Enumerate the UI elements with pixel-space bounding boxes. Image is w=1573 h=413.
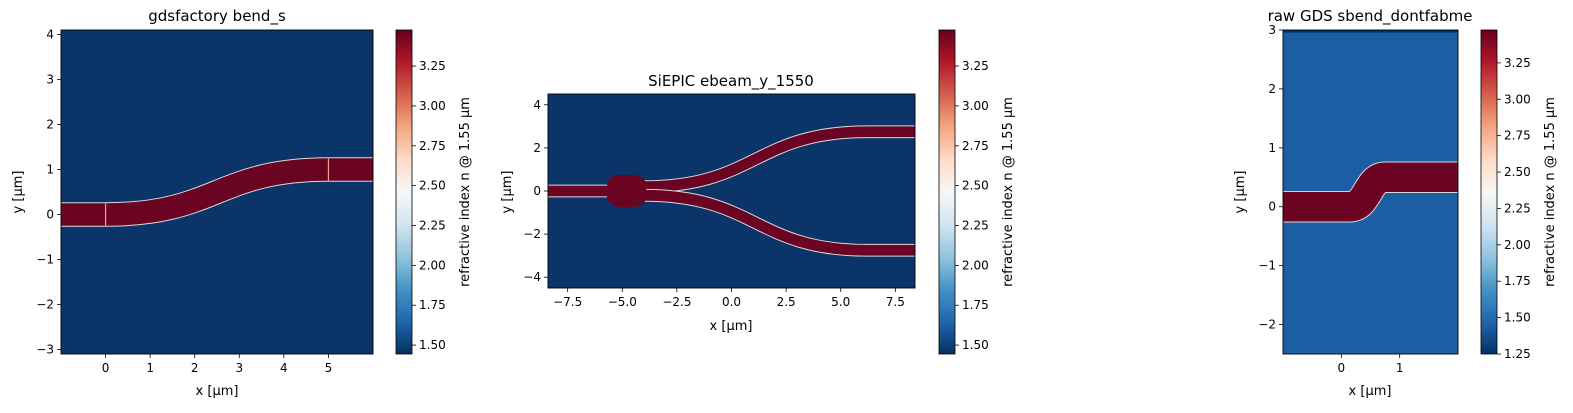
x-tick-label: 1 xyxy=(1396,361,1404,375)
colorbar-tick-label: 3.00 xyxy=(419,99,446,113)
x-tick-label: 5.0 xyxy=(831,295,850,309)
colorbar-tick-label: 2.75 xyxy=(419,139,446,153)
y-tick-label: −2 xyxy=(1258,318,1276,332)
waveguide-core xyxy=(644,189,915,256)
panel3-colorbar-ticks: 1.25 1.50 1.75 2.00 2.25 2.50 2.75 3.00 3.25 xyxy=(1497,56,1531,361)
panel3-waveguides xyxy=(1283,30,1458,223)
y-tick-label: 0 xyxy=(46,208,54,222)
y-tick-label: 4 xyxy=(533,98,541,112)
y-tick-label: −3 xyxy=(36,343,54,357)
waveguide-core xyxy=(1283,162,1458,222)
x-tick-label: 2 xyxy=(191,361,199,375)
colorbar-tick-label: 1.50 xyxy=(962,338,989,352)
colorbar-tick-label: 1.75 xyxy=(962,298,989,312)
colorbar-tick-label: 2.00 xyxy=(962,258,989,272)
colorbar-tick-label: 3.25 xyxy=(962,59,989,73)
y-tick-label: 0 xyxy=(1268,200,1276,214)
waveguide-core xyxy=(644,126,915,193)
panel-siepic-ebeam-y: SiEPIC ebeam_y_1550 −7.5 −5.0 −2.5 0.0 2.5 5.… xyxy=(500,29,1016,355)
colorbar-tick-label: 1.75 xyxy=(419,298,446,312)
colorbar-tick-label: 1.75 xyxy=(1504,274,1531,288)
colorbar-tick-label: 1.25 xyxy=(1504,347,1531,361)
colorbar-tick-label: 2.75 xyxy=(1504,129,1531,143)
colorbar-tick-label: 2.50 xyxy=(1504,165,1531,179)
y-tick-label: −4 xyxy=(523,270,541,284)
x-tick-label: −5.0 xyxy=(608,295,637,309)
y-tick-label: 3 xyxy=(46,73,54,87)
panel1-colorbar-ticks: 1.50 1.75 2.00 2.25 2.50 2.75 3.00 3.25 xyxy=(412,59,446,352)
x-tick-label: 0.0 xyxy=(722,295,741,309)
y-tick-label: −1 xyxy=(1258,259,1276,273)
y-tick-label: 2 xyxy=(1268,82,1276,96)
y-junction xyxy=(606,174,647,208)
panel1-ylabel: y [µm] xyxy=(11,171,26,214)
top-edge-strip xyxy=(1283,30,1458,33)
colorbar-tick-label: 2.75 xyxy=(962,139,989,153)
panel2-ylabel: y [µm] xyxy=(500,171,515,214)
y-tick-label: 4 xyxy=(46,28,54,42)
panel2-x-axis: −7.5 −5.0 −2.5 0.0 2.5 5.0 7.5 xyxy=(553,288,905,309)
panel3-xlabel: x [µm] xyxy=(1349,384,1392,399)
colorbar-tick-label: 2.50 xyxy=(419,179,446,193)
panel3-y-axis: −2 −1 0 1 2 3 xyxy=(1258,23,1283,332)
panel2-colorbar xyxy=(938,29,956,355)
x-tick-label: 5 xyxy=(325,361,333,375)
x-tick-label: 2.5 xyxy=(777,295,796,309)
panel1-waveguides xyxy=(61,157,373,227)
colorbar-tick-label: 2.25 xyxy=(419,218,446,232)
panel3-colorbar xyxy=(1480,29,1498,355)
colorbar-tick-label: 1.50 xyxy=(1504,311,1531,325)
colorbar-tick-label: 3.00 xyxy=(962,99,989,113)
panel2-colorbar-label: refractive index n @ 1.55 µm xyxy=(1001,97,1016,287)
panel3-title: raw GDS sbend_dontfabme xyxy=(1268,7,1473,26)
waveguide-core xyxy=(61,158,373,226)
panel1-plot-frame xyxy=(60,29,374,355)
colorbar-tick-label: 1.50 xyxy=(419,338,446,352)
panel2-y-axis: −4 −2 0 2 4 xyxy=(523,98,548,284)
x-tick-label: 3 xyxy=(235,361,243,375)
x-tick-label: 0 xyxy=(102,361,110,375)
panel1-title: gdsfactory bend_s xyxy=(148,7,286,26)
y-tick-label: 3 xyxy=(1268,23,1276,37)
panel1-colorbar-label: refractive index n @ 1.55 µm xyxy=(458,97,473,287)
x-tick-label: 1 xyxy=(146,361,154,375)
panel1-x-axis: 0 1 2 3 4 5 xyxy=(102,354,332,375)
x-tick-label: 0 xyxy=(1338,361,1346,375)
y-tick-label: −1 xyxy=(36,253,54,267)
x-tick-label: 7.5 xyxy=(886,295,905,309)
panel-gdsfactory-bend-s: gdsfactory bend_s 0 1 2 3 4 5 −3 −2 −1 0 1 2 3 4 x [… xyxy=(11,7,473,399)
x-tick-label: −2.5 xyxy=(662,295,691,309)
panel1-y-axis: −3 −2 −1 0 1 2 3 4 xyxy=(36,28,61,357)
panel3-ylabel: y [µm] xyxy=(1233,171,1248,214)
colorbar-tick-label: 2.50 xyxy=(962,179,989,193)
y-tick-label: 2 xyxy=(533,141,541,155)
panel3-colorbar-label: refractive index n @ 1.55 µm xyxy=(1543,97,1558,287)
colorbar-tick-label: 3.25 xyxy=(419,59,446,73)
panel1-xlabel: x [µm] xyxy=(196,384,239,399)
colorbar-tick-label: 2.25 xyxy=(1504,201,1531,215)
y-tick-label: 1 xyxy=(1268,141,1276,155)
colorbar-tick-label: 2.00 xyxy=(419,258,446,272)
panel1-colorbar xyxy=(395,29,413,355)
y-tick-label: 2 xyxy=(46,118,54,132)
panel2-title: SiEPIC ebeam_y_1550 xyxy=(648,72,814,91)
panel2-waveguides xyxy=(548,125,915,257)
x-tick-label: 4 xyxy=(280,361,288,375)
colorbar-tick-label: 2.25 xyxy=(962,218,989,232)
y-tick-label: 1 xyxy=(46,163,54,177)
colorbar-tick-label: 2.00 xyxy=(1504,238,1531,252)
panel3-plot-frame xyxy=(1282,29,1459,355)
y-tick-label: −2 xyxy=(36,298,54,312)
panel2-xlabel: x [µm] xyxy=(710,319,753,334)
panel2-colorbar-ticks: 1.50 1.75 2.00 2.25 2.50 2.75 3.00 3.25 xyxy=(955,59,989,352)
x-tick-label: −7.5 xyxy=(553,295,582,309)
colorbar-tick-label: 3.25 xyxy=(1504,56,1531,70)
y-tick-label: −2 xyxy=(523,227,541,241)
colorbar-tick-label: 3.00 xyxy=(1504,92,1531,106)
y-tick-label: 0 xyxy=(533,184,541,198)
